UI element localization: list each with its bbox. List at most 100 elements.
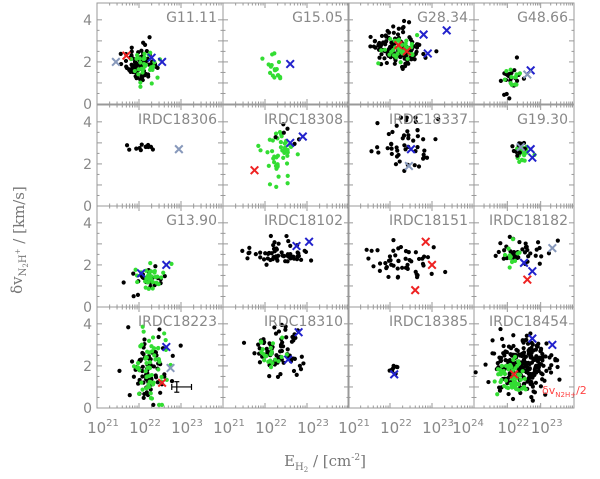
black-point [401, 133, 407, 138]
blue-cross-marker [161, 260, 171, 270]
blue-cross-marker [442, 25, 452, 35]
black-point [411, 138, 416, 143]
black-point [528, 251, 533, 256]
black-point [398, 54, 403, 60]
black-point [431, 245, 436, 250]
black-point [429, 271, 434, 277]
black-point [511, 333, 516, 338]
green-point [156, 402, 162, 407]
black-point [383, 261, 388, 266]
black-point [526, 371, 531, 376]
y-tick-label: 0 [83, 97, 92, 113]
black-point [384, 60, 389, 66]
green-point [507, 265, 512, 270]
green-point [153, 357, 158, 362]
black-point [415, 134, 420, 139]
x-label-sub: H [295, 462, 304, 473]
black-point [526, 348, 531, 353]
black-point [385, 146, 390, 151]
panel-title: IRDC18151 [389, 213, 468, 229]
black-point [375, 248, 380, 253]
black-point [409, 259, 414, 264]
black-point [539, 254, 544, 259]
black-point [271, 254, 276, 260]
panel-g48.66: G48.66 [473, 2, 575, 105]
black-point [117, 368, 122, 373]
black-point [415, 145, 420, 150]
black-point [369, 248, 374, 253]
black-point [124, 143, 130, 148]
black-point [530, 398, 535, 403]
black-point [515, 153, 520, 158]
green-point [272, 51, 277, 56]
black-point [131, 271, 136, 276]
black-point [274, 353, 279, 358]
blue-cross-marker [298, 132, 308, 142]
black-point [395, 148, 400, 153]
panel-title: IRDC18454 [489, 314, 568, 330]
black-point [549, 363, 554, 368]
black-point [413, 269, 418, 275]
green-point [151, 64, 156, 69]
y-tick-label: 4 [83, 115, 92, 131]
black-point [402, 143, 407, 148]
black-point [264, 346, 269, 352]
black-point [523, 241, 528, 246]
green-point [141, 329, 146, 334]
green-point [269, 149, 275, 154]
black-point [415, 127, 420, 133]
black-point [286, 238, 291, 244]
black-point [402, 64, 408, 69]
green-point [514, 82, 519, 87]
y-axis-label: δvN2H+ / [km/s] [8, 186, 30, 294]
green-point [144, 386, 149, 391]
green-point [147, 67, 153, 73]
black-point [271, 242, 276, 248]
panel-title: IRDC18223 [138, 314, 217, 330]
green-point [268, 345, 273, 350]
green-point [503, 378, 509, 383]
black-point [143, 144, 148, 150]
black-point [396, 26, 401, 31]
black-point [434, 49, 439, 54]
black-point [391, 248, 396, 253]
green-point [262, 358, 267, 363]
black-point [416, 256, 422, 262]
black-point [266, 251, 271, 256]
black-point [512, 68, 517, 73]
panel-irdc18151: IRDC18151 [347, 205, 475, 308]
black-point [499, 336, 505, 342]
black-point [377, 268, 382, 273]
blue-cross-marker [519, 258, 529, 268]
black-point [391, 30, 396, 35]
black-point [288, 243, 293, 248]
y-tick-label: 0 [83, 300, 92, 316]
black-point [436, 117, 441, 122]
green-point [276, 59, 282, 65]
green-point [270, 341, 276, 346]
black-point [142, 391, 147, 397]
black-point [403, 147, 408, 152]
black-point [299, 354, 304, 359]
black-point [376, 150, 381, 155]
green-point [502, 371, 508, 377]
green-point [509, 74, 514, 80]
black-point [391, 24, 396, 29]
green-point [520, 369, 525, 374]
black-point [519, 365, 524, 370]
black-point [536, 368, 541, 374]
black-point [397, 159, 402, 164]
green-point [159, 275, 164, 280]
black-point [284, 335, 289, 340]
black-point [406, 20, 412, 25]
green-point [270, 138, 275, 143]
black-point [555, 238, 560, 243]
panel-title: G19.30 [517, 112, 568, 128]
panel-g11.11: G11.11 [96, 2, 224, 105]
black-point [127, 67, 132, 73]
y-tick-label: 2 [83, 157, 92, 173]
black-point [502, 353, 507, 358]
black-point [389, 141, 394, 146]
black-point [421, 254, 427, 259]
black-point [281, 254, 286, 259]
